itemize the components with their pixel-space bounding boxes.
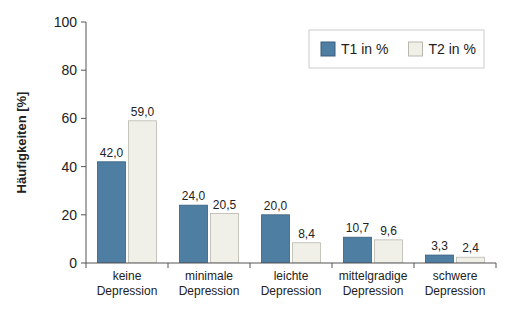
x-tick-label-line: leichte [274,269,309,283]
data-label: 8,4 [298,227,315,241]
legend-label: T1 in % [341,41,388,57]
x-tick-label-line: schwere [433,269,478,283]
y-tick [81,166,86,167]
x-tick-label-line: Depression [425,284,486,298]
bar [98,162,126,263]
bar [344,237,372,263]
legend-label: T2 in % [429,41,476,57]
x-tick-label: leichteDepression [261,269,322,298]
bars [98,121,485,263]
x-tick-label-line: keine [113,269,142,283]
x-tick-label-line: mittelgradige [339,269,408,283]
legend-swatch [409,42,423,56]
bar [262,215,290,263]
x-tick [168,263,169,268]
legend-swatch [321,42,335,56]
y-tick [81,22,86,23]
x-tick-label-line: Depression [179,284,240,298]
chart: 42,0 24,0 20,0 10,7 3,3 59,0 20,5 8,4 9,6 2,4 0 20 4… [0,0,506,325]
x-axis-line [86,263,496,264]
bar [180,205,208,263]
y-tick-label: 0 [69,255,77,271]
bar [129,121,157,263]
y-tick-label: 60 [61,110,77,126]
data-label: 59,0 [131,105,155,119]
y-tick-label: 80 [61,62,77,78]
data-label: 20,5 [213,198,237,212]
x-tick [496,263,497,268]
x-tick-label-line: Depression [343,284,404,298]
data-label: 3,3 [431,239,448,253]
x-tick-label: schwereDepression [425,269,486,298]
x-tick [86,263,87,268]
x-tick [414,263,415,268]
legend-box [309,30,484,68]
data-label: 10,7 [346,221,370,235]
data-label: 42,0 [100,146,124,160]
x-tick-label: keineDepression [97,269,158,298]
y-tick [81,118,86,119]
y-tick-label: 40 [61,159,77,175]
data-label: 24,0 [182,189,206,203]
x-tick [250,263,251,268]
x-tick-label: mittelgradigeDepression [339,269,408,298]
bar [375,240,403,263]
bar [211,214,239,263]
y-tick-label: 20 [61,207,77,223]
data-label: 9,6 [380,224,397,238]
x-tick-label-line: minimale [185,269,233,283]
x-tick-label: minimaleDepression [179,269,240,298]
data-label: 20,0 [264,199,288,213]
bar [293,243,321,263]
y-tick [81,70,86,71]
x-tick-label-line: Depression [97,284,158,298]
y-tick [81,214,86,215]
legend: T1 in % T2 in % [309,30,484,68]
x-tick [332,263,333,268]
y-tick [81,263,86,264]
x-tick-label-line: Depression [261,284,322,298]
data-label: 2,4 [462,241,479,255]
bar [426,255,454,263]
y-axis-title: Häufigkeiten [%] [14,92,29,194]
y-axis-line [86,22,87,263]
bar [457,257,485,263]
y-tick-label: 100 [54,14,78,30]
